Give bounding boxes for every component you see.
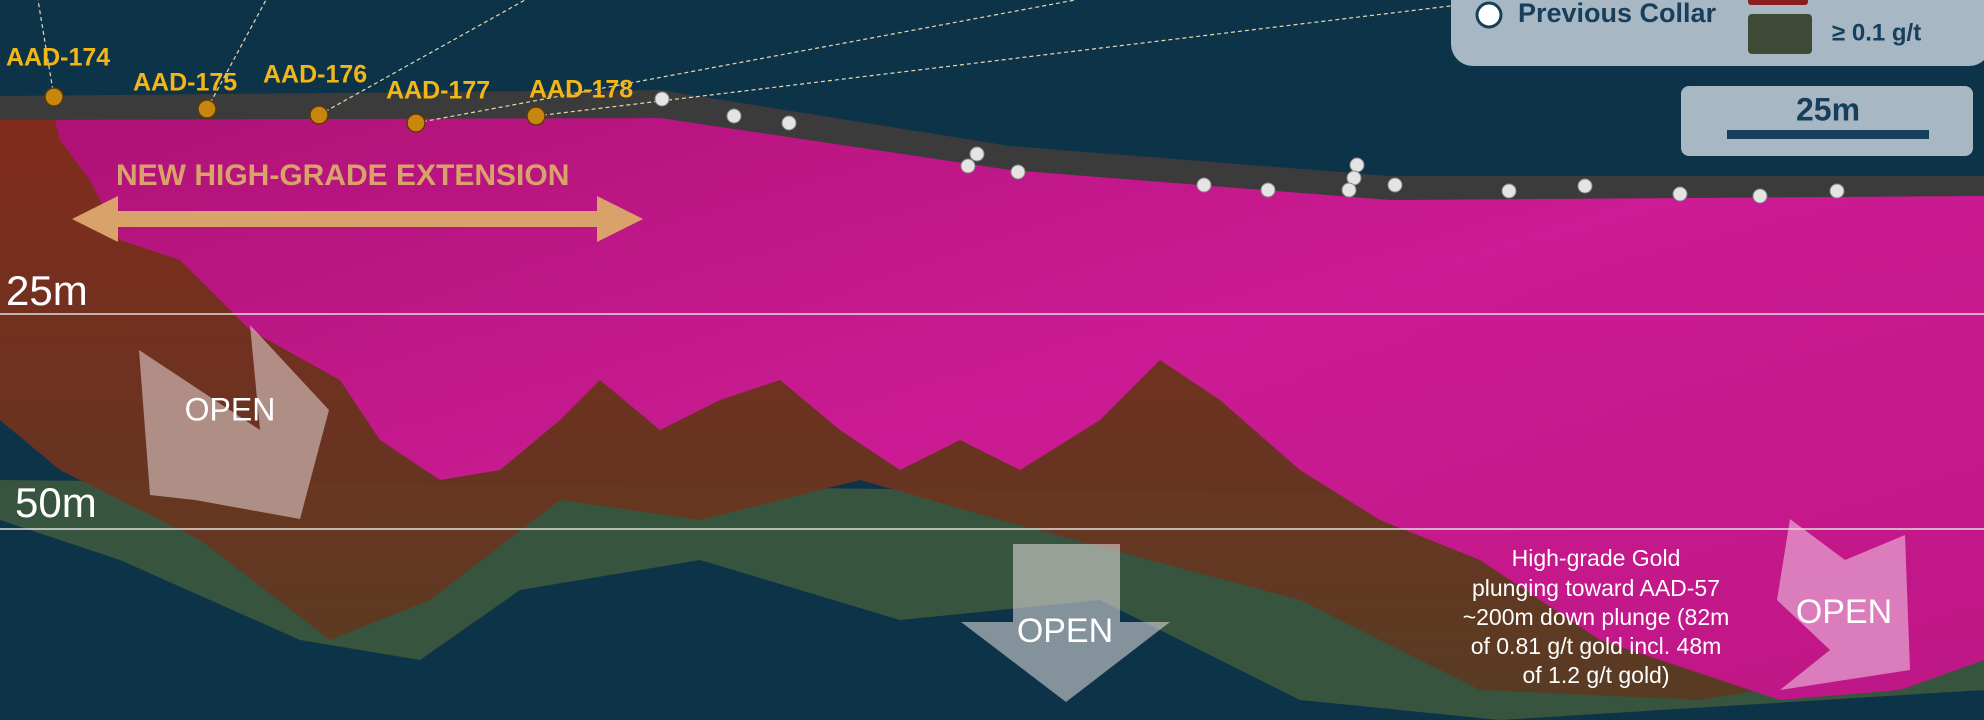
previous-collar <box>654 91 670 107</box>
open-arrow <box>961 544 1170 702</box>
previous-collar <box>1387 177 1403 193</box>
hole-label: AAD-176 <box>263 61 367 89</box>
collar-marker <box>44 87 64 107</box>
collar-marker <box>526 106 546 126</box>
previous-collar <box>1752 188 1768 204</box>
previous-collar <box>726 108 742 124</box>
depth-label: 25m <box>6 267 88 314</box>
open-arrow <box>139 325 329 519</box>
drill-trace <box>535 0 1501 117</box>
annotation-line: plunging toward AAD-57 <box>1472 575 1720 601</box>
open-label: OPEN <box>185 391 276 427</box>
previous-collar <box>1672 186 1688 202</box>
drill-trace <box>318 0 526 116</box>
collar-marker <box>197 99 217 119</box>
legend-box <box>1451 0 1984 66</box>
legend-label: ≥ 0.1 g/t <box>1832 19 1921 46</box>
previous-collar <box>969 146 985 162</box>
scale-bar <box>1727 130 1929 139</box>
legend-label: Previous Collar <box>1518 0 1717 28</box>
previous-collar <box>1349 157 1365 173</box>
open-arrow <box>1777 519 1910 690</box>
previous-collar <box>960 158 976 174</box>
collar-marker <box>309 105 329 125</box>
annotation-line: of 1.2 g/t gold) <box>1522 662 1669 688</box>
hole-label: AAD-177 <box>386 77 490 105</box>
open-label: OPEN <box>1017 612 1113 650</box>
previous-collar <box>1829 183 1845 199</box>
open-label: OPEN <box>1796 593 1892 631</box>
legend-collar-icon <box>1475 1 1503 29</box>
collar-marker <box>406 113 426 133</box>
legend-swatch <box>1748 14 1812 54</box>
previous-collar <box>1577 178 1593 194</box>
high-grade-orebody <box>50 95 1984 700</box>
previous-collar <box>781 115 797 131</box>
previous-collar <box>1260 182 1276 198</box>
previous-collar <box>1196 177 1212 193</box>
ground-surface <box>0 90 1984 200</box>
extension-arrow <box>72 196 643 242</box>
annotation-line: High-grade Gold <box>1512 545 1681 571</box>
previous-collar <box>1501 183 1517 199</box>
hole-label: AAD-178 <box>529 76 633 104</box>
drill-trace <box>37 0 55 98</box>
annotation-line: of 0.81 g/t gold incl. 48m <box>1471 633 1722 659</box>
hole-label: AAD-175 <box>133 69 237 97</box>
previous-collar <box>1341 182 1357 198</box>
headline: NEW HIGH-GRADE EXTENSION <box>116 159 569 192</box>
previous-collar <box>1010 164 1026 180</box>
hole-label: AAD-174 <box>6 44 110 72</box>
scale-label: 25m <box>1796 91 1860 127</box>
depth-label: 50m <box>15 479 97 526</box>
annotation-line: ~200m down plunge (82m <box>1463 604 1730 630</box>
legend-swatch <box>1748 0 1808 5</box>
